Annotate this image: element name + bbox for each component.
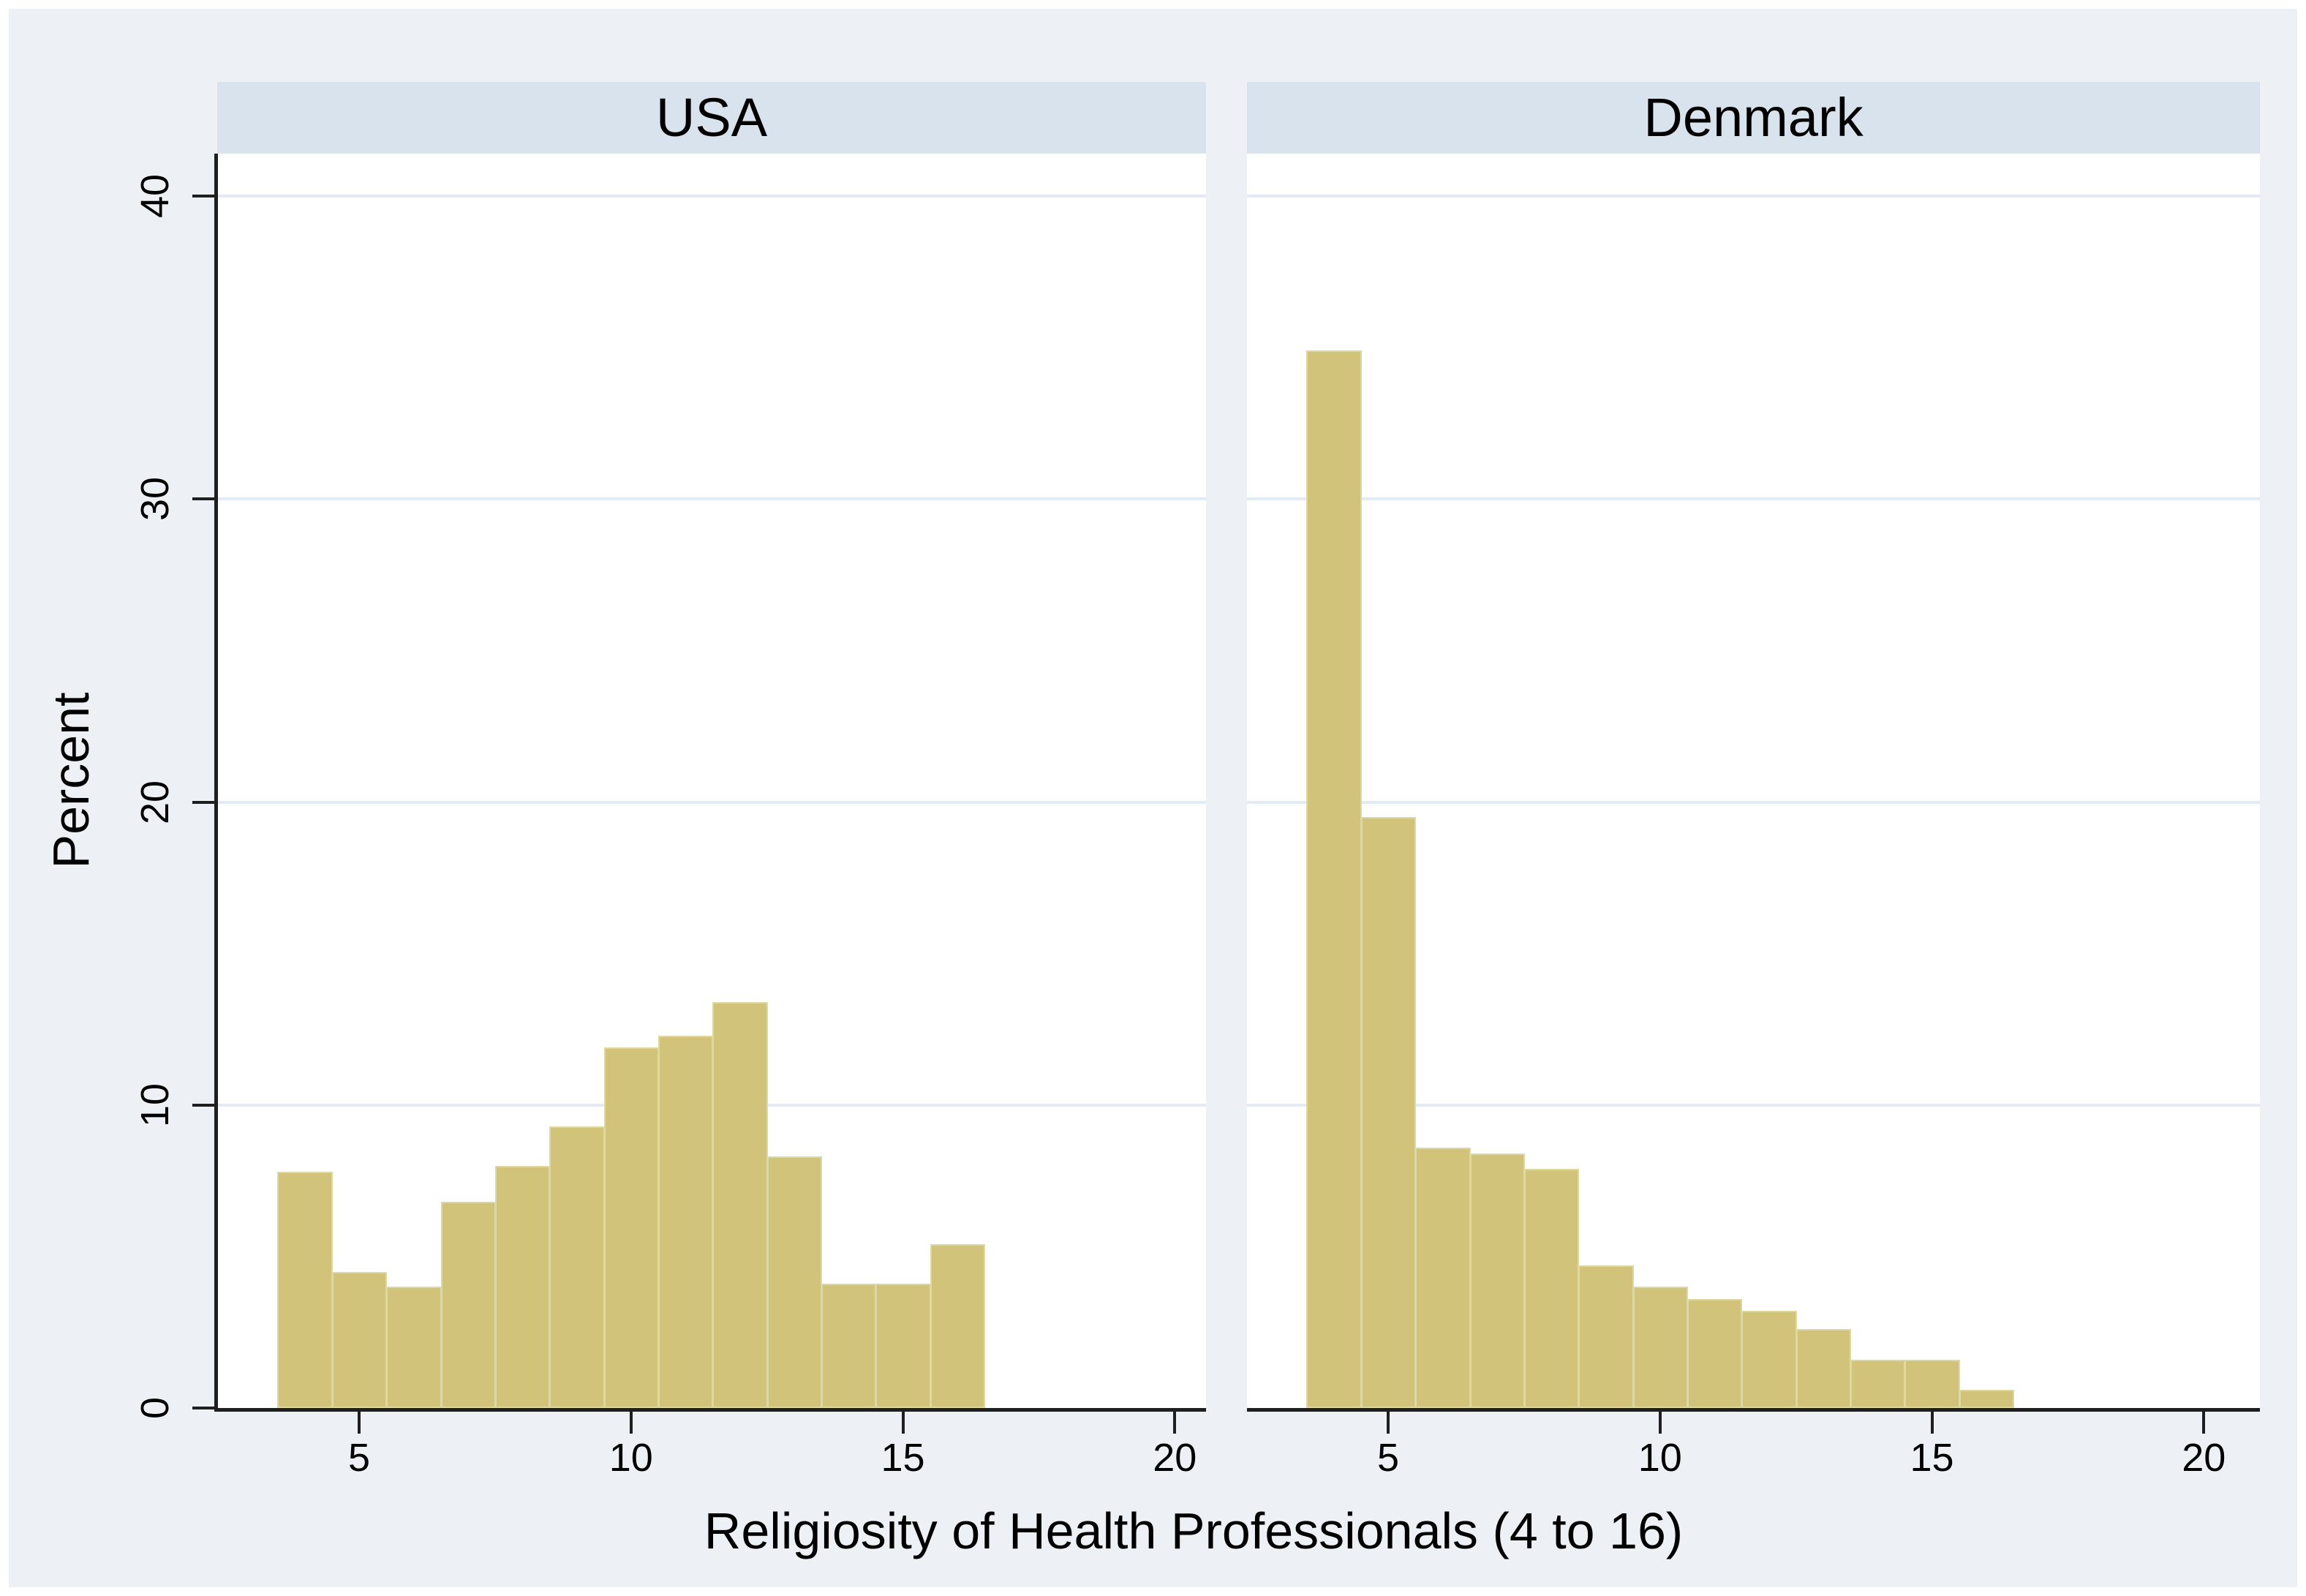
y-tick-0 — [192, 1407, 214, 1409]
x-tick-10 — [1658, 1412, 1662, 1434]
y-axis-line — [214, 154, 218, 1412]
x-tick-5 — [1387, 1412, 1390, 1434]
histogram-bar-denmark-9 — [1578, 1265, 1634, 1408]
panel-strip-denmark: Denmark — [1247, 82, 2260, 154]
x-tick-label-10: 10 — [608, 1436, 653, 1480]
histogram-bar-denmark-12 — [1741, 1311, 1797, 1408]
panel-title-denmark: Denmark — [1643, 87, 1864, 148]
x-axis-title: Religiosity of Health Professionals (4 t… — [704, 1502, 1684, 1559]
histogram-bar-denmark-6 — [1415, 1147, 1471, 1408]
histogram-bar-usa-5 — [331, 1271, 388, 1408]
histogram-bar-denmark-7 — [1469, 1153, 1525, 1408]
x-tick-label-5: 5 — [1376, 1436, 1400, 1480]
panel-strip-usa: USA — [217, 82, 1206, 154]
gridline-20 — [1247, 800, 2260, 804]
y-tick-label-10: 10 — [133, 1083, 177, 1127]
y-tick-label-30: 30 — [133, 477, 177, 522]
x-tick-label-5: 5 — [347, 1436, 371, 1480]
x-tick-10 — [629, 1412, 633, 1434]
histogram-bar-usa-16 — [930, 1244, 986, 1408]
gridline-20 — [217, 800, 1206, 804]
histogram-bar-denmark-13 — [1796, 1329, 1851, 1408]
histogram-bar-usa-8 — [494, 1165, 551, 1408]
histogram-bar-usa-6 — [386, 1287, 442, 1408]
x-tick-label-15: 15 — [881, 1436, 925, 1480]
y-tick-label-40: 40 — [133, 174, 177, 219]
x-tick-5 — [358, 1412, 361, 1434]
x-tick-15 — [1930, 1412, 1934, 1434]
histogram-bar-denmark-10 — [1632, 1287, 1688, 1408]
histogram-bar-usa-14 — [821, 1284, 877, 1408]
gridline-30 — [217, 497, 1206, 501]
y-tick-label-0: 0 — [133, 1396, 177, 1420]
x-axis-line-usa — [214, 1408, 1206, 1412]
x-tick-label-20: 20 — [2182, 1436, 2226, 1480]
y-tick-10 — [192, 1103, 214, 1107]
histogram-bar-usa-7 — [440, 1202, 496, 1408]
histogram-bar-usa-12 — [712, 1001, 768, 1408]
y-tick-20 — [192, 800, 214, 804]
x-tick-label-20: 20 — [1153, 1436, 1197, 1480]
x-tick-20 — [2202, 1412, 2206, 1434]
histogram-bar-usa-10 — [603, 1047, 659, 1408]
gridline-40 — [1247, 195, 2260, 198]
histogram-bar-denmark-8 — [1523, 1168, 1580, 1408]
histogram-bar-usa-13 — [766, 1156, 822, 1408]
histogram-bar-denmark-14 — [1850, 1359, 1906, 1408]
y-tick-40 — [192, 195, 214, 198]
histogram-bar-usa-15 — [875, 1284, 931, 1408]
x-axis-line-denmark — [1247, 1408, 2260, 1412]
histogram-bar-denmark-15 — [1904, 1359, 1960, 1408]
histogram-bar-usa-4 — [277, 1171, 333, 1408]
histogram-bar-denmark-16 — [1959, 1390, 2015, 1408]
y-tick-30 — [192, 497, 214, 501]
gridline-30 — [1247, 497, 2260, 501]
histogram-bar-denmark-5 — [1360, 817, 1417, 1408]
histogram-bar-usa-11 — [657, 1035, 714, 1408]
x-tick-label-10: 10 — [1638, 1436, 1682, 1480]
x-tick-20 — [1173, 1412, 1177, 1434]
x-tick-15 — [901, 1412, 905, 1434]
histogram-bar-denmark-4 — [1306, 350, 1362, 1408]
y-tick-label-20: 20 — [133, 780, 177, 824]
histogram-bar-denmark-11 — [1687, 1298, 1743, 1408]
panel-title-usa: USA — [655, 87, 768, 148]
x-tick-label-15: 15 — [1910, 1436, 1954, 1480]
gridline-40 — [217, 195, 1206, 198]
gridline-10 — [1247, 1103, 2260, 1107]
histogram-bar-usa-9 — [549, 1126, 605, 1408]
